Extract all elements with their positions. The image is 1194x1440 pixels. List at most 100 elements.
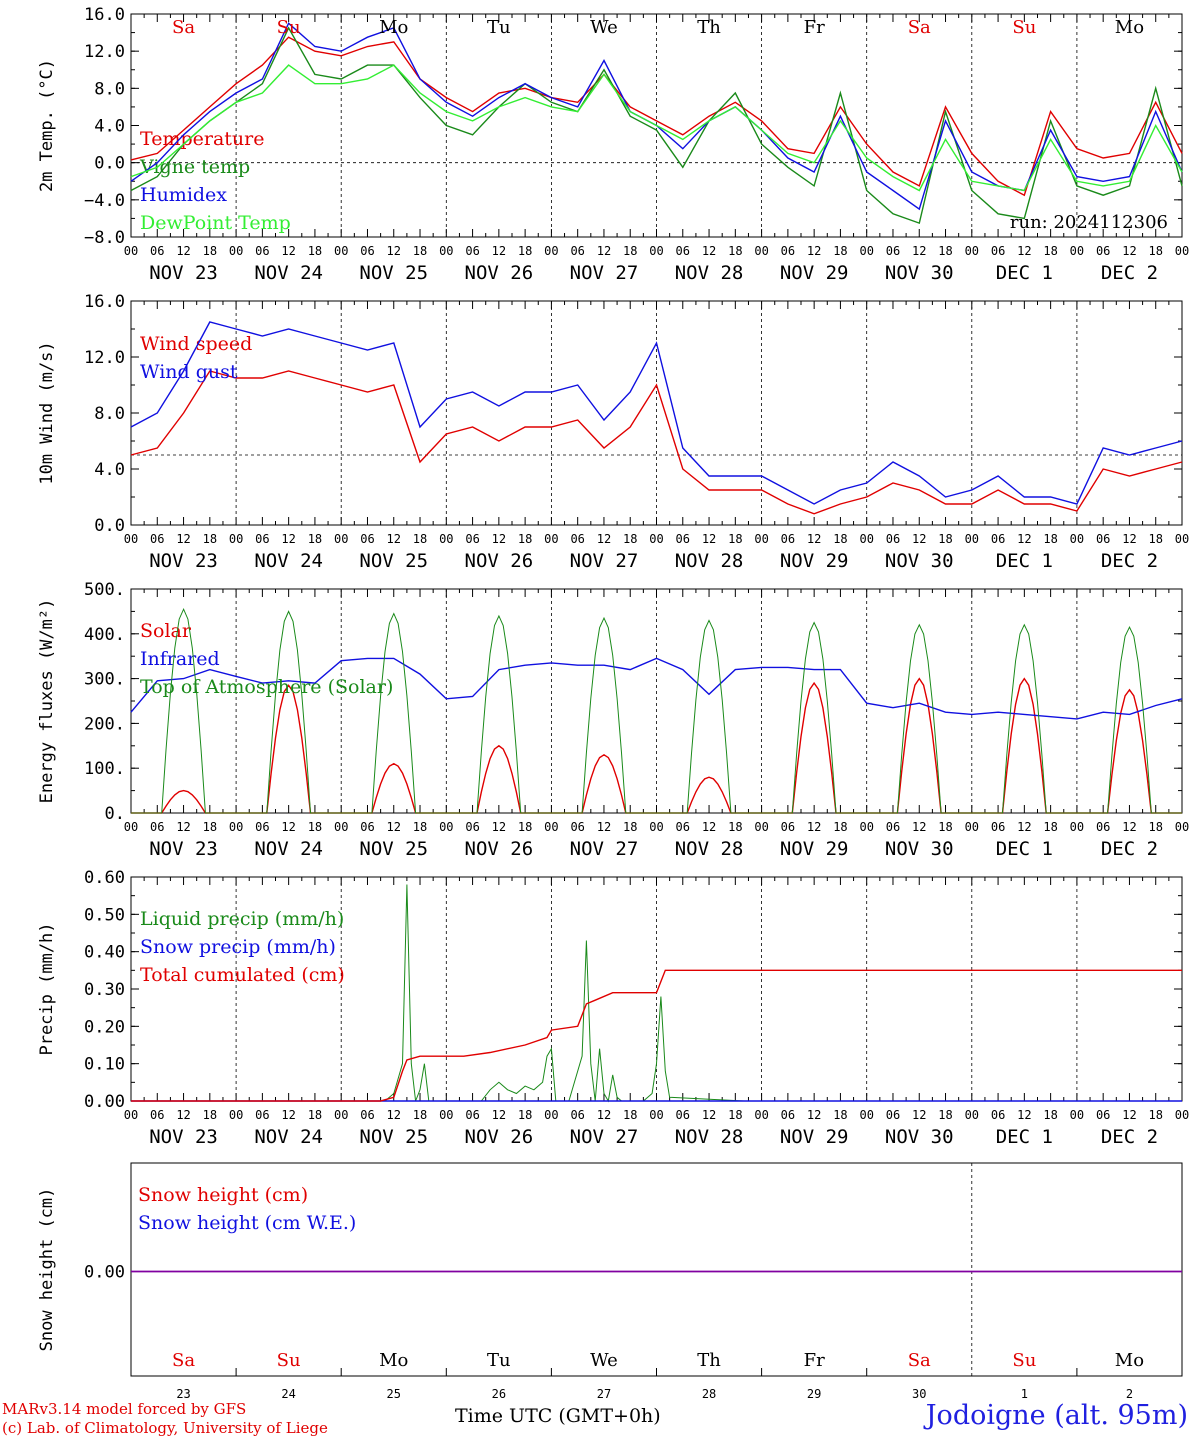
- hour-tick-label: 12: [176, 1108, 190, 1122]
- date-label: NOV 25: [359, 1126, 428, 1148]
- hour-tick-label: 06: [991, 1108, 1005, 1122]
- date-label: NOV 28: [675, 838, 744, 860]
- hour-tick-label: 06: [1096, 820, 1110, 834]
- hour-tick-label: 06: [886, 244, 900, 258]
- hour-tick-label: 00: [1070, 1108, 1084, 1122]
- hour-tick-label: 06: [781, 244, 795, 258]
- hour-tick-label: 18: [623, 1108, 637, 1122]
- date-label: NOV 26: [465, 1126, 534, 1148]
- hour-tick-label: 18: [1148, 820, 1162, 834]
- series-line-vigne-temp: [130, 26, 1183, 225]
- hour-tick-label: 12: [1017, 244, 1031, 258]
- station-name: Jodoigne (alt. 95m): [925, 1400, 1188, 1431]
- y-tick-label: 8.0: [94, 79, 125, 99]
- date-label: NOV 27: [570, 1126, 639, 1148]
- day-abbr: Tu: [487, 17, 511, 38]
- date-label: NOV 23: [149, 838, 218, 860]
- hour-tick-label: 00: [754, 820, 768, 834]
- y-axis-label: Precip (mm/h): [37, 922, 57, 1055]
- hour-tick-label: 12: [912, 532, 926, 546]
- day-number: 26: [492, 1387, 506, 1401]
- day-number: 30: [912, 1387, 926, 1401]
- day-abbr: Mo: [1115, 17, 1144, 38]
- hour-tick-label: 18: [518, 1108, 532, 1122]
- legend-entry: Wind gust: [140, 361, 238, 383]
- hour-tick-label: 00: [649, 532, 663, 546]
- hour-tick-label: 18: [728, 820, 742, 834]
- date-label: NOV 29: [780, 838, 849, 860]
- y-tick-label: 0.: [105, 804, 125, 824]
- hour-tick-label: 06: [991, 244, 1005, 258]
- y-tick-label: 12.0: [84, 348, 125, 368]
- panel-precip: 00 06 12 18 00 06 12 18 00 06 12 18 00 06 12 18 00 06 12 18…: [37, 868, 1189, 1148]
- hour-tick-label: 06: [465, 820, 479, 834]
- day-abbr: Sa: [908, 1350, 931, 1371]
- series-line-liquid-precip-mm-h-: [131, 884, 1182, 1103]
- hour-tick-label: 18: [938, 532, 952, 546]
- hour-tick-label: 06: [886, 532, 900, 546]
- hour-tick-label: 12: [281, 532, 295, 546]
- date-label: DEC 2: [1101, 550, 1158, 572]
- hour-tick-label: 12: [387, 820, 401, 834]
- panel-wind: 00 06 12 18 00 06 12 18 00 06 12 18 00 06 12 18 00 06 12 18…: [37, 292, 1189, 572]
- hour-tick-label: 18: [833, 1108, 847, 1122]
- y-tick-label: 4.0: [94, 117, 125, 137]
- hour-tick-label: 12: [176, 244, 190, 258]
- y-tick-label: 8.0: [94, 404, 125, 424]
- day-number: 25: [387, 1387, 401, 1401]
- hour-tick-label: 06: [676, 820, 690, 834]
- legend-entry: Infrared: [140, 648, 220, 670]
- hour-tick-label: 06: [150, 820, 164, 834]
- hour-tick-label: 00: [1070, 820, 1084, 834]
- hour-tick-label: 18: [1043, 1108, 1057, 1122]
- hour-tick-label: 12: [912, 244, 926, 258]
- day-abbr: Sa: [172, 17, 195, 38]
- hour-tick-label: 18: [203, 532, 217, 546]
- hour-tick-label: 18: [518, 532, 532, 546]
- y-tick-label: 12.0: [84, 42, 125, 62]
- series-line-top-of-atmosphere-solar-: [131, 607, 1182, 814]
- hour-tick-label: 18: [1148, 1108, 1162, 1122]
- legend-entry: Temperature: [140, 128, 264, 150]
- hour-tick-label: 12: [387, 244, 401, 258]
- date-label: NOV 23: [149, 550, 218, 572]
- day-abbr: Sa: [908, 17, 931, 38]
- hour-tick-label: 12: [807, 532, 821, 546]
- date-label: NOV 30: [885, 550, 954, 572]
- hour-tick-label: 18: [413, 532, 427, 546]
- hour-tick-label: 18: [203, 820, 217, 834]
- hour-tick-label: 00: [544, 820, 558, 834]
- day-number: 1: [1021, 1387, 1028, 1401]
- date-label: NOV 24: [254, 1126, 323, 1148]
- y-tick-label: 0.10: [84, 1055, 125, 1075]
- hour-tick-label: 00: [1070, 532, 1084, 546]
- hour-tick-label: 18: [728, 532, 742, 546]
- hour-tick-label: 00: [965, 820, 979, 834]
- date-label: NOV 27: [570, 262, 639, 284]
- panel-temp: 00 06 12 18 00 06 12 18 00 06 12 18 00 06 12 18 00 06 12 18…: [37, 5, 1189, 284]
- date-label: NOV 25: [359, 838, 428, 860]
- hour-tick-label: 12: [702, 820, 716, 834]
- y-tick-label: 16.0: [84, 5, 125, 25]
- series-line-dewpoint-temp: [130, 64, 1183, 192]
- hour-tick-label: 06: [570, 532, 584, 546]
- date-label: NOV 29: [780, 262, 849, 284]
- hour-tick-label: 06: [360, 532, 374, 546]
- series-line-wind-speed: [130, 370, 1183, 515]
- hour-tick-label: 00: [1070, 244, 1084, 258]
- hour-tick-label: 00: [439, 820, 453, 834]
- day-abbr: Mo: [1115, 1350, 1144, 1371]
- hour-tick-label: 12: [597, 532, 611, 546]
- hour-tick-label: 12: [702, 1108, 716, 1122]
- day-abbr: Su: [277, 1350, 301, 1371]
- hour-tick-label: 18: [938, 820, 952, 834]
- hour-tick-label: 00: [544, 1108, 558, 1122]
- hour-tick-label: 06: [991, 820, 1005, 834]
- legend-entry: Wind speed: [140, 333, 252, 355]
- legend-entry: Snow height (cm W.E.): [138, 1212, 356, 1234]
- hour-tick-label: 12: [1017, 1108, 1031, 1122]
- hour-tick-label: 00: [124, 532, 138, 546]
- y-tick-label: 0.30: [84, 980, 125, 1000]
- y-tick-label: 500.: [84, 580, 125, 600]
- legend-entry: Top of Atmosphere (Solar): [140, 676, 393, 698]
